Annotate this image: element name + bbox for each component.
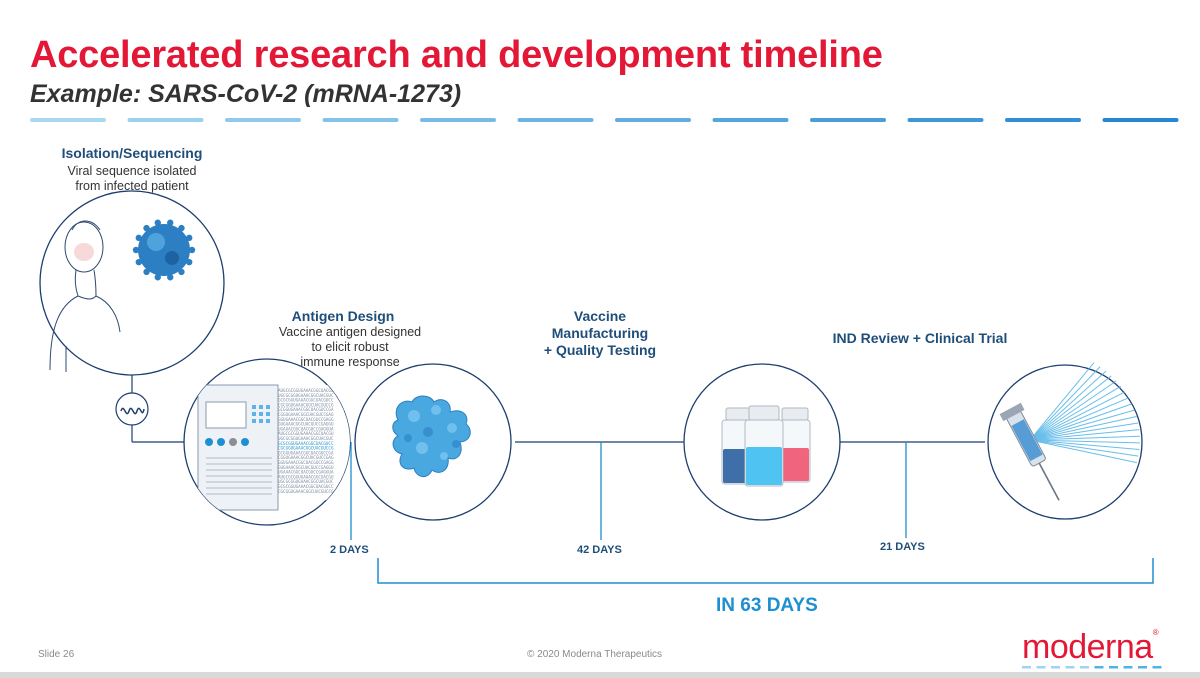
svg-text:GUGAAACGGCUACGUCCGAGGU: GUGAAACGGCUACGUCCGAGGU bbox=[278, 465, 334, 470]
logo-registered-mark: ® bbox=[1152, 628, 1159, 637]
flow-connectors bbox=[107, 246, 985, 443]
svg-text:UGCGCGGUGAAACGGCUACGUC: UGCGCGGUGAAACGGCUACGUC bbox=[278, 436, 334, 441]
step-heading-line: Manufacturing bbox=[551, 325, 649, 341]
step-heading-ind-review: IND Review + Clinical Trial bbox=[832, 330, 1008, 346]
duration-label-21-days: 21 DAYS bbox=[880, 541, 925, 553]
svg-text:AUGCGCGGUGAAACGGCUACGU: AUGCGCGGUGAAACGGCUACGU bbox=[278, 431, 334, 436]
svg-text:AUGCGCGGUGAAACGGCUACGU: AUGCGCGGUGAAACGGCUACGU bbox=[278, 388, 334, 393]
logo-dash-underline bbox=[1022, 666, 1162, 669]
vials-icon bbox=[683, 363, 841, 521]
step-desc-line: Vaccine antigen designed bbox=[278, 325, 422, 339]
slide-number: Slide 26 bbox=[38, 649, 75, 660]
bottom-edge-bar bbox=[0, 672, 1200, 678]
step-heading-manufacturing: Vaccine Manufacturing + Quality Testing bbox=[520, 308, 680, 359]
step-heading-line: + Quality Testing bbox=[543, 342, 657, 358]
svg-text:GCGGUGAAACGGCUACGUCCGA: GCGGUGAAACGGCUACGUCCGA bbox=[278, 407, 334, 412]
step-desc-isolation: Viral sequence isolated from infected pa… bbox=[32, 164, 232, 194]
slide-subtitle: Example: SARS-CoV-2 (mRNA-1273) bbox=[30, 80, 462, 108]
copyright-notice: © 2020 Moderna Therapeutics bbox=[527, 649, 663, 660]
svg-text:CGGUGAAACGGCUACGUCCGAG: CGGUGAAACGGCUACGUCCGAG bbox=[278, 412, 334, 417]
svg-text:UGAAACGGCUACGUCCGAGGUA: UGAAACGGCUACGUCCGAGGUA bbox=[278, 470, 334, 475]
svg-text:GGUGAAACGGCUACGUCCGAGG: GGUGAAACGGCUACGUCCGAGG bbox=[278, 417, 334, 422]
moderna-logo: moderna® bbox=[1022, 628, 1172, 671]
svg-text:GUGAAACGGCUACGUCCGAGGU: GUGAAACGGCUACGUCCGAGGU bbox=[278, 422, 334, 427]
step-desc-line: immune response bbox=[300, 355, 400, 369]
patient-virus-icon bbox=[39, 190, 225, 376]
step-desc-antigen: Vaccine antigen designed to elicit robus… bbox=[265, 325, 435, 370]
svg-text:AUGCGCGGUGAAACGGCUACGU: AUGCGCGGUGAAACGGCUACGU bbox=[278, 474, 334, 479]
svg-text:GCGGUGAAACGGCUACGUCCGA: GCGGUGAAACGGCUACGUCCGA bbox=[278, 450, 334, 455]
svg-text:CGCGGUGAAACGGCUACGUCCG: CGCGGUGAAACGGCUACGUCCG bbox=[278, 402, 334, 407]
step-heading-isolation: Isolation/Sequencing bbox=[61, 145, 203, 161]
total-span-bracket bbox=[377, 558, 1154, 584]
svg-text:UGCGCGGUGAAACGGCUACGUC: UGCGCGGUGAAACGGCUACGUC bbox=[278, 393, 334, 398]
step-desc-line: to elicit robust bbox=[311, 340, 389, 354]
svg-text:GGUGAAACGGCUACGUCCGAGG: GGUGAAACGGCUACGUCCGAGG bbox=[278, 460, 334, 465]
svg-text:CGGUGAAACGGCUACGUCCGAG: CGGUGAAACGGCUACGUCCGAG bbox=[278, 455, 334, 460]
duration-label-2-days: 2 DAYS bbox=[330, 544, 369, 556]
duration-ticks bbox=[350, 442, 907, 540]
duration-label-42-days: 42 DAYS bbox=[577, 544, 622, 556]
protein-antigen-icon bbox=[354, 363, 512, 521]
sequencer-machine-icon: AUGCGCGGUGAAACGGCUACGUUGCGCGGUGAAACGGCUA… bbox=[183, 358, 351, 526]
mrna-strand-icon bbox=[115, 392, 149, 426]
syringe-icon bbox=[987, 362, 1143, 520]
step-desc-line: from infected patient bbox=[75, 179, 189, 193]
svg-text:GCGCGGUGAAACGGCUACGUCC: GCGCGGUGAAACGGCUACGUCC bbox=[278, 398, 334, 403]
step-heading-line: Vaccine bbox=[573, 308, 627, 324]
svg-text:UGCGCGGUGAAACGGCUACGUC: UGCGCGGUGAAACGGCUACGUC bbox=[278, 479, 334, 484]
svg-text:UGAAACGGCUACGUCCGAGGUA: UGAAACGGCUACGUCCGAGGUA bbox=[278, 426, 334, 431]
step-desc-line: Viral sequence isolated bbox=[67, 164, 197, 178]
svg-text:GCGCGGUGAAACGGCUACGUCC: GCGCGGUGAAACGGCUACGUCC bbox=[278, 441, 334, 446]
header-dash-stripe bbox=[30, 118, 1179, 122]
svg-text:CGCGGUGAAACGGCUACGUCCG: CGCGGUGAAACGGCUACGUCCG bbox=[278, 446, 334, 451]
slide-title: Accelerated research and development tim… bbox=[30, 34, 883, 76]
step-heading-antigen: Antigen Design bbox=[291, 308, 395, 324]
logo-wordmark: moderna bbox=[1022, 628, 1153, 666]
svg-text:GCGCGGUGAAACGGCUACGUCC: GCGCGGUGAAACGGCUACGUCC bbox=[278, 484, 334, 489]
total-duration-label: IN 63 DAYS bbox=[716, 595, 818, 616]
svg-text:CGCGGUGAAACGGCUACGUCCG: CGCGGUGAAACGGCUACGUCCG bbox=[278, 489, 334, 494]
